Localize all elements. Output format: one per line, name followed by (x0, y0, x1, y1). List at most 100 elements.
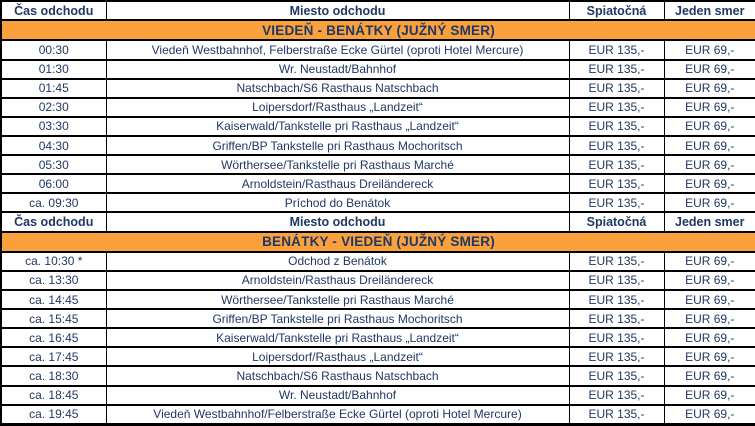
cell-place: Natschbach/S6 Rasthaus Natschbach (105, 77, 570, 99)
cell-one-way-price: EUR 69,- (663, 346, 755, 368)
cell-place: Loipersdorf/Rasthaus „Landzeit“ (105, 96, 570, 118)
col-header-place: Miesto odchodu (105, 211, 570, 233)
table-row: ca. 16:45 Kaiserwald/Tankstelle pri Rasth… (0, 327, 755, 349)
cell-one-way-price: EUR 69,- (663, 365, 755, 387)
cell-one-way-price: EUR 69,- (663, 403, 755, 426)
table-row: ca. 09:30 Príchod do Benátok EUR 135,- EUR … (0, 192, 755, 214)
cell-return-price: EUR 135,- (568, 403, 665, 426)
table-row: 04:30 Griffen/BP Tankstelle pri Rasthaus … (0, 134, 755, 157)
col-header-time: Čas odchodu (0, 211, 107, 233)
cell-time: ca. 09:30 (0, 192, 107, 214)
cell-time: ca. 15:45 (0, 308, 107, 330)
cell-time: 06:00 (0, 173, 107, 195)
cell-return-price: EUR 135,- (568, 365, 665, 387)
cell-time: ca. 19:45 (0, 403, 107, 426)
cell-place: Odchod z Benátok (105, 250, 570, 272)
cell-return-price: EUR 135,- (568, 269, 665, 292)
cell-place: Kaiserwald/Tankstelle pri Rasthaus „Land… (105, 115, 570, 137)
cell-place: Arnoldstein/Rasthaus Dreiländereck (105, 269, 570, 292)
cell-place: Viedeň Westbahnhof/Felberstraße Ecke Gür… (105, 403, 570, 426)
cell-time: 02:30 (0, 96, 107, 118)
column-header-row: Čas odchodu Miesto odchodu Spiatočná Jeden … (0, 211, 755, 233)
cell-time: 00:30 (0, 39, 107, 61)
section-title: BENÁTKY - VIEDEŇ (JUŽNÝ SMER) (0, 230, 755, 253)
cell-return-price: EUR 135,- (568, 115, 665, 137)
cell-one-way-price: EUR 69,- (663, 269, 755, 292)
cell-time: 05:30 (0, 154, 107, 176)
cell-time: ca. 17:45 (0, 346, 107, 368)
section-title-row: BENÁTKY - VIEDEŇ (JUŽNÝ SMER) (0, 230, 755, 253)
cell-place: Wr. Neustadt/Bahnhof (105, 58, 570, 80)
cell-time: 01:30 (0, 58, 107, 80)
cell-return-price: EUR 135,- (568, 134, 665, 157)
cell-time: ca. 13:30 (0, 269, 107, 292)
cell-time: 04:30 (0, 134, 107, 157)
col-header-one_way_price: Jeden smer (663, 0, 755, 22)
cell-return-price: EUR 135,- (568, 58, 665, 80)
cell-return-price: EUR 135,- (568, 154, 665, 176)
table-row: ca. 10:30 * Odchod z Benátok EUR 135,- EUR … (0, 250, 755, 272)
cell-one-way-price: EUR 69,- (663, 384, 755, 406)
cell-return-price: EUR 135,- (568, 173, 665, 195)
cell-place: Griffen/BP Tankstelle pri Rasthaus Mocho… (105, 134, 570, 157)
table-row: 03:30 Kaiserwald/Tankstelle pri Rasthaus … (0, 115, 755, 137)
cell-place: Loipersdorf/Rasthaus „Landzeit“ (105, 346, 570, 368)
cell-one-way-price: EUR 69,- (663, 192, 755, 214)
cell-place: Kaiserwald/Tankstelle pri Rasthaus „Land… (105, 327, 570, 349)
table-row: 01:45 Natschbach/S6 Rasthaus Natschbach EU… (0, 77, 755, 99)
section-title-row: VIEDEŇ - BENÁTKY (JUŽNÝ SMER) (0, 19, 755, 42)
cell-return-price: EUR 135,- (568, 192, 665, 214)
cell-place: Natschbach/S6 Rasthaus Natschbach (105, 365, 570, 387)
table-row: 05:30 Wörthersee/Tankstelle pri Rasthaus … (0, 154, 755, 176)
cell-time: ca. 18:30 (0, 365, 107, 387)
cell-place: Wr. Neustadt/Bahnhof (105, 384, 570, 406)
col-header-return_price: Spiatočná (568, 0, 665, 22)
cell-time: 03:30 (0, 115, 107, 137)
table-row: ca. 14:45 Wörthersee/Tankstelle pri Rasth… (0, 289, 755, 311)
table-row: 02:30 Loipersdorf/Rasthaus „Landzeit“ EUR … (0, 96, 755, 118)
cell-one-way-price: EUR 69,- (663, 308, 755, 330)
table-row: 06:00 Arnoldstein/Rasthaus Dreiländereck E… (0, 173, 755, 195)
cell-return-price: EUR 135,- (568, 77, 665, 99)
table-row: ca. 18:30 Natschbach/S6 Rasthaus Natschba… (0, 365, 755, 387)
table-row: ca. 15:45 Griffen/BP Tankstelle pri Rasth… (0, 308, 755, 330)
cell-place: Wörthersee/Tankstelle pri Rasthaus March… (105, 289, 570, 311)
cell-time: ca. 14:45 (0, 289, 107, 311)
table-row: 01:30 Wr. Neustadt/Bahnhof EUR 135,- EUR 69… (0, 58, 755, 80)
cell-one-way-price: EUR 69,- (663, 77, 755, 99)
cell-one-way-price: EUR 69,- (663, 115, 755, 137)
col-header-return_price: Spiatočná (568, 211, 665, 233)
cell-one-way-price: EUR 69,- (663, 154, 755, 176)
table-row: ca. 19:45 Viedeň Westbahnhof/Felberstraße… (0, 403, 755, 426)
cell-time: ca. 18:45 (0, 384, 107, 406)
col-header-one_way_price: Jeden smer (663, 211, 755, 233)
col-header-time: Čas odchodu (0, 0, 107, 22)
cell-one-way-price: EUR 69,- (663, 289, 755, 311)
cell-return-price: EUR 135,- (568, 96, 665, 118)
cell-place: Griffen/BP Tankstelle pri Rasthaus Mocho… (105, 308, 570, 330)
cell-place: Príchod do Benátok (105, 192, 570, 214)
cell-one-way-price: EUR 69,- (663, 39, 755, 61)
cell-return-price: EUR 135,- (568, 327, 665, 349)
cell-one-way-price: EUR 69,- (663, 96, 755, 118)
table-row: ca. 17:45 Loipersdorf/Rasthaus „Landzeit“… (0, 346, 755, 368)
cell-place: Wörthersee/Tankstelle pri Rasthaus March… (105, 154, 570, 176)
cell-return-price: EUR 135,- (568, 289, 665, 311)
table-row: 00:30 Viedeň Westbahnhof, Felberstraße Ec… (0, 39, 755, 61)
cell-time: ca. 10:30 * (0, 250, 107, 272)
table-row: ca. 13:30 Arnoldstein/Rasthaus Dreiländer… (0, 269, 755, 292)
cell-return-price: EUR 135,- (568, 384, 665, 406)
cell-one-way-price: EUR 69,- (663, 58, 755, 80)
section-title: VIEDEŇ - BENÁTKY (JUŽNÝ SMER) (0, 19, 755, 42)
cell-return-price: EUR 135,- (568, 346, 665, 368)
cell-place: Viedeň Westbahnhof, Felberstraße Ecke Gü… (105, 39, 570, 61)
cell-one-way-price: EUR 69,- (663, 134, 755, 157)
cell-one-way-price: EUR 69,- (663, 327, 755, 349)
cell-one-way-price: EUR 69,- (663, 250, 755, 272)
cell-place: Arnoldstein/Rasthaus Dreiländereck (105, 173, 570, 195)
cell-time: ca. 16:45 (0, 327, 107, 349)
cell-return-price: EUR 135,- (568, 250, 665, 272)
table-row: ca. 18:45 Wr. Neustadt/Bahnhof EUR 135,- EU… (0, 384, 755, 406)
